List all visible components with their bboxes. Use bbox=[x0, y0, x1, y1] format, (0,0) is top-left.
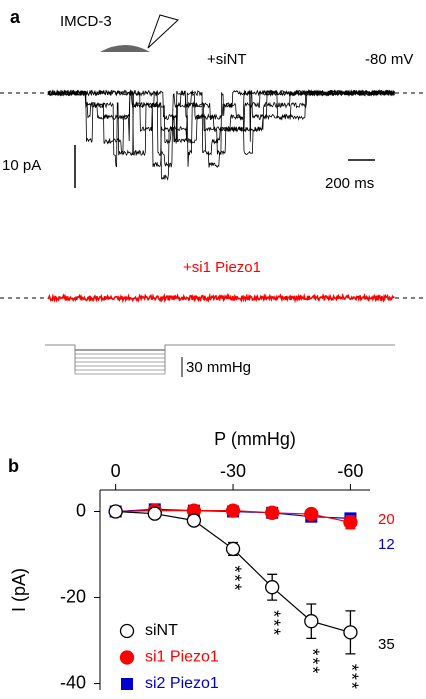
legend-marker bbox=[121, 678, 133, 690]
pipette-icon bbox=[147, 14, 179, 49]
condition-label: +si1 Piezo1 bbox=[183, 259, 261, 276]
trace bbox=[47, 89, 395, 157]
legend-label: si2 Piezo1 bbox=[145, 675, 219, 692]
pressure-step bbox=[45, 344, 395, 351]
x-tick-label: -60 bbox=[337, 461, 363, 481]
data-point bbox=[147, 506, 162, 521]
data-point bbox=[343, 625, 358, 640]
significance: *** bbox=[263, 610, 283, 637]
cell-icon bbox=[100, 45, 150, 52]
x-tick-label: -30 bbox=[220, 461, 246, 481]
data-point bbox=[186, 513, 202, 528]
condition-label: +siNT bbox=[207, 51, 247, 68]
data-point bbox=[304, 506, 319, 522]
data-point bbox=[265, 580, 280, 595]
data-point bbox=[225, 541, 241, 557]
scale-pressure: 30 mmHg bbox=[186, 359, 251, 376]
significance: *** bbox=[303, 648, 323, 675]
data-point bbox=[265, 505, 280, 520]
pressure-step bbox=[45, 344, 395, 359]
data-point bbox=[108, 504, 123, 519]
data-point bbox=[343, 515, 358, 530]
data-point bbox=[225, 503, 241, 518]
x-tick-label: 0 bbox=[111, 461, 121, 481]
cell-label: IMCD-3 bbox=[60, 13, 112, 30]
pressure-protocol bbox=[45, 344, 395, 375]
y-tick-label: -40 bbox=[60, 672, 86, 692]
n-label: 35 bbox=[378, 636, 395, 653]
panel-letter: a bbox=[10, 7, 21, 27]
pressure-step bbox=[45, 344, 395, 375]
n-label: 12 bbox=[378, 536, 395, 553]
legend-marker bbox=[119, 623, 135, 639]
y-axis-label: I (pA) bbox=[9, 568, 29, 612]
legend-label: si1 Piezo1 bbox=[145, 649, 219, 666]
holding-label: -80 mV bbox=[365, 51, 413, 68]
trace bbox=[47, 292, 395, 304]
legend-label: siNT bbox=[145, 622, 178, 639]
scale-time: 200 ms bbox=[325, 175, 374, 192]
pressure-step bbox=[45, 344, 395, 355]
panel-letter: b bbox=[8, 456, 19, 476]
data-point bbox=[304, 614, 319, 629]
scale-current: 10 pA bbox=[2, 157, 41, 174]
y-tick-label: 0 bbox=[76, 500, 86, 520]
current-traces bbox=[47, 89, 395, 304]
significance: *** bbox=[224, 565, 244, 592]
n-label: 20 bbox=[378, 511, 395, 528]
legend-marker bbox=[119, 650, 135, 665]
y-tick-label: -20 bbox=[60, 586, 86, 606]
x-axis-label: P (mmHg) bbox=[214, 429, 296, 449]
significance: *** bbox=[342, 664, 362, 691]
